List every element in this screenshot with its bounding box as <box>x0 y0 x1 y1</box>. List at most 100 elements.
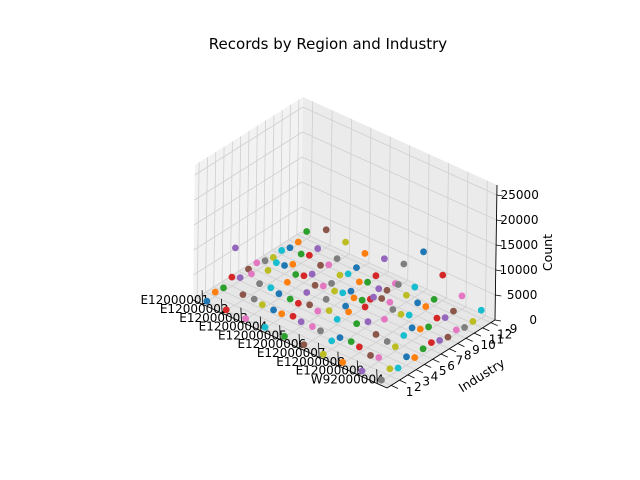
data-point <box>441 314 449 322</box>
data-point <box>422 303 430 310</box>
z-axis-label: Count <box>540 234 555 271</box>
data-point <box>256 280 263 288</box>
data-point <box>436 336 444 344</box>
y-tick-mark <box>390 385 399 389</box>
data-point <box>361 303 369 311</box>
z-tick-mark <box>496 244 503 247</box>
data-point <box>381 315 388 323</box>
data-point <box>461 324 468 331</box>
data-point <box>389 306 397 313</box>
y-tick-mark <box>449 348 457 353</box>
data-point <box>439 271 447 279</box>
data-point <box>317 261 324 269</box>
data-point <box>469 318 477 325</box>
y-tick-mark <box>482 327 490 332</box>
data-point <box>294 299 302 307</box>
z-tick-mark <box>495 294 502 297</box>
y-tick-mark <box>399 379 407 384</box>
data-point <box>319 282 327 290</box>
grid-z-back <box>300 231 496 321</box>
data-point <box>400 332 408 339</box>
x-tick-mark <box>259 316 262 331</box>
y-tick-mark <box>465 337 473 342</box>
data-point <box>339 289 347 297</box>
z-axis-line <box>494 184 498 321</box>
y-tick-label: 1 <box>406 385 414 399</box>
data-point <box>336 271 344 279</box>
x-axis-line <box>192 299 388 389</box>
z-tick-label: 20000 <box>500 213 538 227</box>
data-point <box>358 367 366 375</box>
grid-z-left <box>194 131 303 201</box>
grid-x-wall <box>329 110 333 246</box>
x-tick-mark <box>240 307 242 323</box>
data-point <box>258 301 266 309</box>
data-point <box>297 318 305 326</box>
data-point <box>261 257 269 265</box>
x-tick-label: W92000004 <box>311 372 384 386</box>
data-point <box>242 315 250 323</box>
x-tick-label: E12000003 <box>179 311 248 325</box>
data-point <box>452 326 460 334</box>
data-point <box>339 358 347 366</box>
grid-z-back <box>301 181 496 271</box>
x-tick-mark <box>376 369 378 384</box>
y-tick-mark <box>440 353 448 358</box>
data-point <box>311 281 319 289</box>
data-points <box>203 226 485 384</box>
data-point <box>281 262 288 269</box>
y-tick-mark <box>407 374 415 379</box>
data-point <box>250 295 258 303</box>
x-tick-label: E12000005 <box>218 328 287 342</box>
z-tick-label: 25000 <box>501 188 539 202</box>
data-point <box>375 354 383 361</box>
data-point <box>394 364 402 372</box>
grid-y-wall <box>238 136 242 272</box>
data-point <box>328 337 336 345</box>
y-tick-label: 4 <box>431 369 439 383</box>
grid-z-back <box>301 156 497 246</box>
x-tick-label: E12000007 <box>257 346 326 360</box>
grid-x-wall <box>310 101 314 237</box>
data-point <box>319 350 327 358</box>
data-point <box>342 302 349 310</box>
x-tick-mark <box>279 325 281 340</box>
data-point <box>444 333 452 341</box>
grid-y-wall <box>205 157 208 293</box>
data-point <box>253 259 261 267</box>
grid-x-wall <box>387 136 391 272</box>
grid-y-floor <box>255 260 450 350</box>
x-tick-label: E12000008 <box>276 355 345 369</box>
grid-z-left <box>193 156 303 226</box>
grid-z-back <box>301 206 496 296</box>
data-point <box>228 273 236 281</box>
grid-y-floor <box>271 249 467 339</box>
z-tick-label: 5000 <box>507 288 538 302</box>
grid-x-wall <box>349 118 352 255</box>
grid-x-wall <box>484 180 488 316</box>
data-point <box>408 324 416 332</box>
data-point <box>458 292 466 300</box>
data-point <box>380 255 388 263</box>
data-point <box>345 308 352 316</box>
grid-x-wall <box>368 127 372 263</box>
grid-y-floor <box>246 265 442 355</box>
data-point <box>420 248 427 256</box>
grid-z-left <box>192 231 302 301</box>
y-tick-label: 11 <box>489 333 504 347</box>
grid-y-floor <box>230 276 425 365</box>
data-point <box>364 278 371 286</box>
data-point <box>331 287 338 295</box>
y-tick-label: 6 <box>447 359 455 373</box>
x-tick-mark <box>337 351 339 367</box>
chart-title: Records by Region and Industry <box>209 35 448 53</box>
x-tick-label: E12000006 <box>237 337 306 351</box>
y-tick-label: 3 <box>422 375 430 389</box>
data-point <box>477 306 485 314</box>
data-point <box>347 338 355 346</box>
data-point <box>336 334 344 342</box>
data-point <box>308 323 316 330</box>
x-tick-mark <box>221 298 223 314</box>
grid-z-left <box>193 181 302 251</box>
